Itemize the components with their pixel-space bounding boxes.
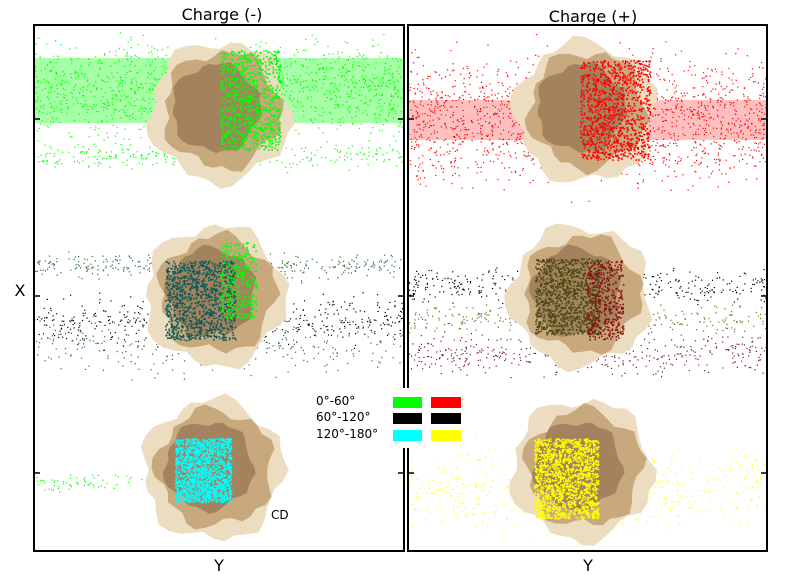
left-panel-title: Charge (-) <box>182 5 263 24</box>
legend-swatch-pos-120-180 <box>431 430 461 441</box>
cd-blob-inner <box>172 62 263 154</box>
olive-cluster-on-cd <box>535 258 601 336</box>
right-panel-frame <box>407 24 768 552</box>
left-x-axis-label: Y <box>213 556 224 575</box>
cyan-cluster-on-cd <box>175 438 233 504</box>
legend-swatch-neg-0-60 <box>393 397 422 408</box>
red-cluster-on-cd <box>580 60 652 161</box>
left-y-axis-label: X <box>15 281 26 300</box>
legend-label-120-180: 120°-180° <box>316 427 378 441</box>
legend-swatch-pos-0-60 <box>431 397 461 408</box>
right-panel-ticks <box>408 118 767 474</box>
green-cluster-edge <box>220 242 258 320</box>
right-panel-plot <box>408 34 767 546</box>
legend-swatch-pos-60-120 <box>431 413 461 424</box>
legend: 0°-60° 60°-120° 120°-180° <box>304 388 470 448</box>
right-x-axis-label: Y <box>582 556 593 575</box>
right-panel-title: Charge (+) <box>549 7 637 26</box>
yellow-cluster-on-cd <box>534 438 600 520</box>
legend-swatch-neg-60-120 <box>393 413 422 424</box>
dark-red-cluster-edge <box>587 260 625 341</box>
left-panel-plot <box>34 32 404 542</box>
green-cluster-on-cd <box>220 50 282 152</box>
legend-label-60-120: 60°-120° <box>316 410 371 424</box>
legend-label-0-60: 0°-60° <box>316 394 355 408</box>
cd-annotation: CD <box>271 508 289 522</box>
legend-swatch-neg-120-180 <box>393 430 422 441</box>
left-panel-ticks <box>34 118 404 474</box>
left-panel-frame <box>33 24 405 552</box>
